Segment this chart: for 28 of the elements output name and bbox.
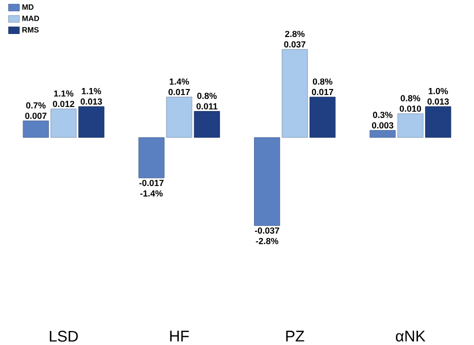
x-tick-label: PZ <box>286 330 304 342</box>
data-label: 0.8% 0.011 <box>196 92 218 110</box>
data-label: 1.0% 0.013 <box>427 88 449 104</box>
data-label: 1.4% 0.017 <box>168 78 190 95</box>
x-tick-label: LSD <box>50 330 78 342</box>
bar <box>166 96 192 138</box>
bar <box>397 113 424 138</box>
bar <box>138 137 164 178</box>
x-tick-label: HF <box>170 330 189 342</box>
bar <box>282 48 308 138</box>
data-label: 2.8% 0.037 <box>284 30 306 48</box>
bar <box>370 130 396 138</box>
bar <box>310 96 336 138</box>
data-label: 1.1% 0.012 <box>52 90 74 107</box>
bar <box>50 108 77 138</box>
data-label: 0.8% 0.010 <box>400 94 422 112</box>
data-label: 0.7% 0.007 <box>25 102 46 119</box>
data-label: 0.3% 0.003 <box>372 112 394 128</box>
data-label: -0.037 -2.8% <box>254 227 280 244</box>
x-tick-label: αNK <box>396 330 426 342</box>
data-label: 1.1% 0.013 <box>80 88 102 104</box>
data-label: 0.8% 0.017 <box>312 78 334 95</box>
data-label: -0.017 -1.4% <box>139 180 164 196</box>
bar <box>254 137 280 226</box>
bar <box>194 110 220 138</box>
bar <box>425 106 452 138</box>
bar <box>22 120 49 138</box>
bar <box>78 106 104 138</box>
